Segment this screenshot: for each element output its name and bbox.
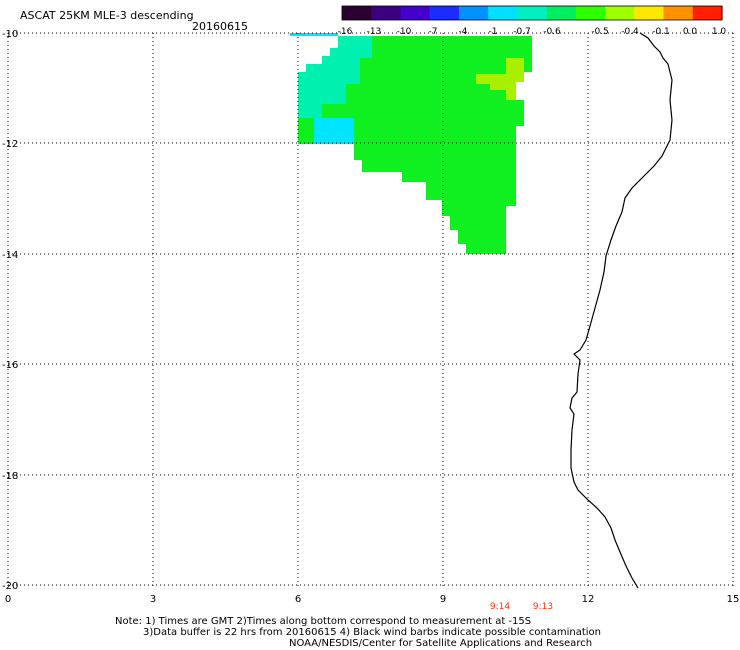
- colorbar-swatch: [342, 6, 372, 20]
- chart-title: ASCAT 25KM MLE-3 descending: [20, 9, 194, 22]
- x-tick-9: 9: [440, 594, 446, 605]
- swath-cell: [298, 36, 532, 254]
- colorbar-swatch: [429, 6, 460, 20]
- colorbar-swatch: [400, 6, 431, 20]
- time-label-1: 9:14: [490, 602, 510, 612]
- colorbar-label: -16: [338, 27, 353, 37]
- colorbar-label: -0.6: [543, 27, 561, 37]
- colorbar-label: 0.0: [683, 27, 698, 37]
- colorbar-label: -10: [397, 27, 412, 37]
- y-tick-20: -20: [2, 581, 18, 592]
- swath-data: [290, 33, 532, 254]
- y-tick-18: -18: [2, 471, 18, 482]
- y-tick-14: -14: [2, 250, 18, 261]
- coastline: [569, 32, 673, 589]
- colorbar-swatch: [546, 6, 577, 20]
- colorbar-label: -1: [489, 27, 498, 37]
- y-tick-16: -16: [2, 360, 18, 371]
- time-label-2: 9:13: [533, 602, 553, 612]
- note-line-2: 3)Data buffer is 22 hrs from 20160615 4)…: [143, 627, 601, 638]
- swath-cell: [314, 118, 354, 144]
- colorbar-label: -13: [367, 27, 382, 37]
- y-tick-12: -12: [2, 139, 18, 150]
- x-tick-12: 12: [582, 594, 595, 605]
- colorbar-swatch: [605, 6, 635, 20]
- colorbar-swatch: [371, 6, 402, 20]
- x-tick-15: 15: [727, 594, 740, 605]
- colorbar-frame: [341, 5, 723, 21]
- swath-cell: [298, 36, 372, 118]
- colorbar-swatch: [634, 6, 665, 20]
- grid-lines: [7, 32, 734, 588]
- x-tick-0: 0: [5, 594, 11, 605]
- colorbar-label: -4: [459, 27, 468, 37]
- colorbar-label: -7: [429, 27, 438, 37]
- colorbar-label: -0.7: [513, 27, 531, 37]
- colorbar-swatches: [341, 5, 723, 21]
- x-tick-6: 6: [295, 594, 301, 605]
- note-line-1: Note: 1) Times are GMT 2)Times along bot…: [115, 616, 532, 627]
- colorbar-label: -0.4: [621, 27, 639, 37]
- colorbar-swatch: [458, 6, 489, 20]
- swath-cell: [290, 33, 338, 36]
- swath-cell: [476, 74, 506, 90]
- colorbar-labels: -16 -13 -10 -7 -4 -1 -0.7 -0.6 -0.5 -0.4…: [338, 27, 727, 37]
- colorbar-swatch: [663, 6, 694, 20]
- note-line-3: NOAA/NESDIS/Center for Satellite Applica…: [289, 638, 593, 649]
- chart-date: 20160615: [192, 20, 248, 33]
- colorbar-label: -0.1: [652, 27, 670, 37]
- colorbar-swatch: [575, 6, 606, 20]
- colorbar-label: 1.0: [712, 27, 727, 37]
- swath-cell: [506, 58, 524, 100]
- colorbar-label: -0.5: [591, 27, 609, 37]
- colorbar-swatch: [692, 6, 723, 20]
- colorbar-swatch: [488, 6, 518, 20]
- y-tick-10: -10: [2, 29, 18, 40]
- colorbar-swatch: [517, 6, 548, 20]
- colorbar: -16 -13 -10 -7 -4 -1 -0.7 -0.6 -0.5 -0.4…: [338, 5, 727, 37]
- x-tick-3: 3: [150, 594, 156, 605]
